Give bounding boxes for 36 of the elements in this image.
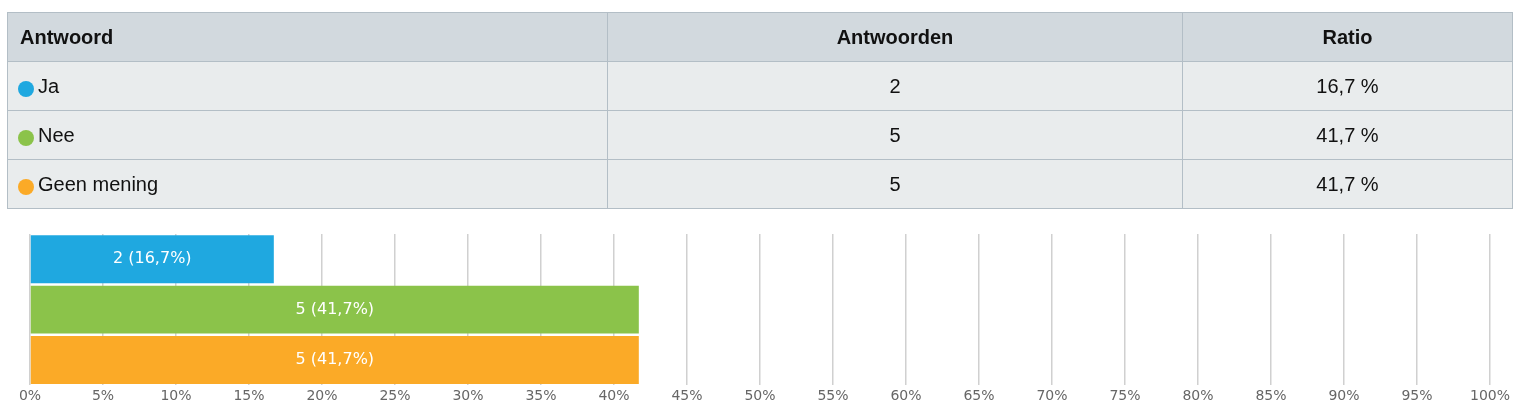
text: Ratio: [1182, 12, 1513, 62]
text: 5: [607, 110, 1183, 160]
x-tick-label: 50%: [744, 387, 776, 404]
text: Antwoord: [7, 12, 608, 62]
x-tick-label: 20%: [306, 387, 338, 404]
text: 16,7 %: [1182, 61, 1513, 111]
x-tick-label: 70%: [1036, 387, 1068, 404]
text: 5: [607, 159, 1183, 209]
x-tick-label: 90%: [1328, 387, 1360, 404]
x-tick-label: 95%: [1401, 387, 1433, 404]
x-tick-label: 65%: [963, 387, 995, 404]
x-tick-label: 75%: [1109, 387, 1141, 404]
text: Ja: [7, 61, 608, 111]
x-tick-label: 100%: [1469, 387, 1510, 404]
x-tick-label: 40%: [598, 387, 630, 404]
x-tick-label: 30%: [452, 387, 484, 404]
text: Geen mening: [7, 159, 608, 209]
x-tick-label: 15%: [233, 387, 265, 404]
text: 41,7 %: [1182, 159, 1513, 209]
x-tick-label: 45%: [671, 387, 703, 404]
x-tick-label: 25%: [379, 387, 411, 404]
text: Antwoorden: [607, 12, 1183, 62]
x-tick-label: 10%: [160, 387, 192, 404]
x-tick-label: 0%: [18, 387, 42, 404]
text: 2: [607, 61, 1183, 111]
x-tick-label: 80%: [1182, 387, 1214, 404]
x-tick-label: 5%: [91, 387, 115, 404]
x-tick-label: 55%: [817, 387, 849, 404]
x-tick-label: 85%: [1255, 387, 1287, 404]
data-label: 2 (16,7%): [112, 248, 192, 268]
data-label: 5 (41,7%): [295, 349, 375, 369]
data-label: 5 (41,7%): [295, 298, 375, 318]
text: Nee: [7, 110, 608, 160]
text: 41,7 %: [1182, 110, 1513, 160]
x-tick-label: 35%: [525, 387, 557, 404]
x-tick-label: 60%: [890, 387, 922, 404]
